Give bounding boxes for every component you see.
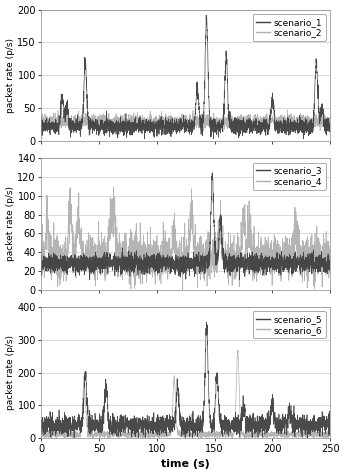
Legend: scenario_3, scenario_4: scenario_3, scenario_4 xyxy=(253,162,326,190)
Legend: scenario_5, scenario_6: scenario_5, scenario_6 xyxy=(253,311,326,338)
X-axis label: time (s): time (s) xyxy=(161,459,210,469)
Y-axis label: packet rate (p/s): packet rate (p/s) xyxy=(6,335,14,410)
Y-axis label: packet rate (p/s): packet rate (p/s) xyxy=(6,187,14,261)
Legend: scenario_1, scenario_2: scenario_1, scenario_2 xyxy=(253,14,326,41)
Y-axis label: packet rate (p/s): packet rate (p/s) xyxy=(6,38,14,113)
